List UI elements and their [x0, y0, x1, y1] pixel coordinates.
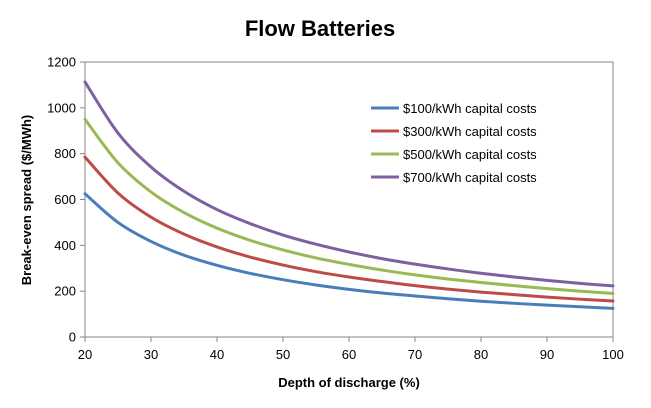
y-tick-label: 200	[54, 284, 76, 299]
plot-area	[84, 61, 614, 338]
x-tick-label: 90	[540, 347, 554, 362]
series-line-2	[83, 155, 615, 303]
x-tick-label: 20	[78, 347, 92, 362]
x-axis: 20 30 40 50 60 70 80 90 100	[78, 337, 624, 362]
legend-label-4: $700/kWh capital costs	[403, 170, 537, 185]
y-axis: 0 200 400 600 800 1000 1200	[47, 55, 85, 345]
y-tick-label: 600	[54, 192, 76, 207]
x-tick-label: 50	[276, 347, 290, 362]
series-line-3	[83, 117, 615, 295]
y-tick-label: 800	[54, 146, 76, 161]
y-tick-label: 1000	[47, 100, 76, 115]
x-tick-label: 80	[474, 347, 488, 362]
x-tick-label: 30	[144, 347, 158, 362]
x-tick-label: 100	[602, 347, 624, 362]
legend: $100/kWh capital costs $300/kWh capital c…	[371, 101, 537, 185]
series-line-4	[83, 80, 615, 288]
y-tick-label: 1200	[47, 55, 76, 70]
y-axis-label: Break-even spread ($/MWh)	[19, 115, 34, 286]
x-tick-label: 60	[342, 347, 356, 362]
y-tick-label: 400	[54, 238, 76, 253]
series-lines	[83, 80, 615, 310]
series-line-1	[83, 192, 615, 310]
x-tick-label: 40	[210, 347, 224, 362]
legend-label-3: $500/kWh capital costs	[403, 147, 537, 162]
chart-title: Flow Batteries	[245, 16, 395, 41]
x-tick-label: 70	[408, 347, 422, 362]
y-tick-label: 0	[69, 330, 76, 345]
legend-label-1: $100/kWh capital costs	[403, 101, 537, 116]
legend-label-2: $300/kWh capital costs	[403, 124, 537, 139]
x-axis-label: Depth of discharge (%)	[278, 375, 420, 390]
